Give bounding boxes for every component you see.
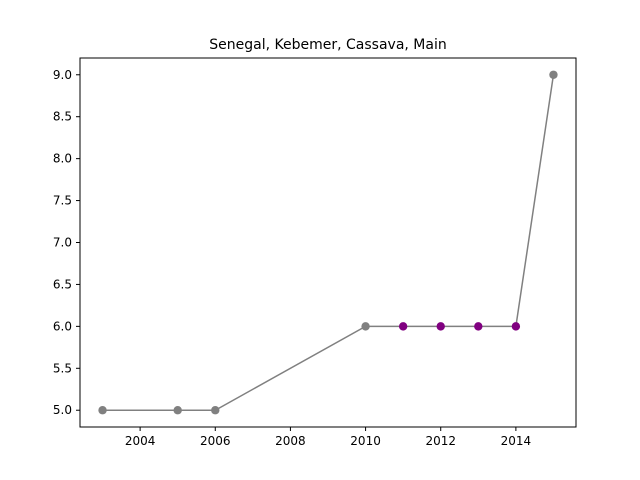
- y-tick-label: 7.0: [53, 236, 72, 250]
- axis-ticks: 2004 2006 2008 2010 2012 2014 5.0 5.5 6.0 6.5 7.0 7…: [53, 68, 531, 448]
- x-tick-label: 2010: [350, 434, 381, 448]
- data-point: [211, 406, 220, 415]
- data-point: [511, 322, 521, 331]
- y-tick-label: 8.5: [53, 110, 72, 124]
- data-point: [474, 322, 483, 331]
- y-tick-label: 6.0: [53, 319, 72, 333]
- x-tick-label: 2004: [125, 434, 156, 448]
- plot-area: [79, 57, 577, 428]
- data-point: [398, 322, 408, 331]
- data-point: [361, 322, 370, 331]
- x-tick-label: 2006: [200, 434, 231, 448]
- data-point: [173, 406, 182, 415]
- y-tick-label: 9.0: [53, 68, 72, 82]
- y-tick-label: 8.0: [53, 152, 72, 166]
- series-line: [102, 74, 555, 411]
- y-tick-label: 5.5: [53, 361, 72, 375]
- data-markers: [98, 70, 558, 415]
- data-point: [549, 70, 558, 79]
- y-tick-label: 6.5: [53, 277, 72, 291]
- x-tick-label: 2012: [425, 434, 456, 448]
- data-point: [98, 406, 107, 415]
- x-tick-label: 2014: [501, 434, 532, 448]
- data-point: [436, 322, 445, 331]
- chart-title: Senegal, Kebemer, Cassava, Main: [209, 37, 446, 53]
- x-tick-label: 2008: [275, 434, 306, 448]
- y-tick-label: 5.0: [53, 403, 72, 417]
- y-tick-label: 7.5: [53, 194, 72, 208]
